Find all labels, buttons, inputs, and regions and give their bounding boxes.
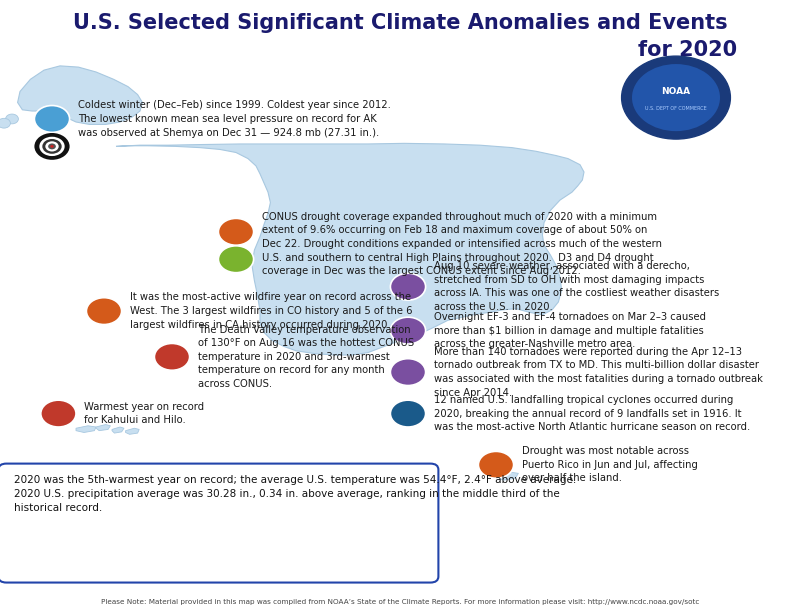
FancyBboxPatch shape xyxy=(0,464,438,583)
Circle shape xyxy=(390,273,426,300)
Circle shape xyxy=(478,451,514,478)
Circle shape xyxy=(39,137,65,156)
Circle shape xyxy=(218,246,254,273)
Circle shape xyxy=(6,114,18,124)
Polygon shape xyxy=(112,427,124,433)
Circle shape xyxy=(86,298,122,325)
Polygon shape xyxy=(18,66,142,124)
Circle shape xyxy=(390,400,426,427)
Circle shape xyxy=(42,139,62,154)
Text: CONUS drought coverage expanded throughout much of 2020 with a minimum
extent of: CONUS drought coverage expanded througho… xyxy=(262,212,662,276)
Circle shape xyxy=(618,54,734,142)
Circle shape xyxy=(50,145,54,148)
Text: More than 140 tornadoes were reported during the Apr 12–13
tornado outbreak from: More than 140 tornadoes were reported du… xyxy=(434,346,763,398)
Text: Aug 10 severe weather, associated with a derecho,
stretched from SD to OH with m: Aug 10 severe weather, associated with a… xyxy=(434,261,720,312)
Circle shape xyxy=(622,56,730,139)
Text: Please Note: Material provided in this map was compiled from NOAA’s State of the: Please Note: Material provided in this m… xyxy=(101,599,699,605)
Circle shape xyxy=(46,142,58,151)
Circle shape xyxy=(48,143,56,149)
Circle shape xyxy=(154,343,190,370)
Text: 2020 was the 5th-warmest year on record; the average U.S. temperature was 54.4°F: 2020 was the 5th-warmest year on record;… xyxy=(14,475,577,512)
Circle shape xyxy=(34,133,70,160)
Circle shape xyxy=(632,64,720,131)
Text: It was the most-active wildfire year on record across the
West. The 3 largest wi: It was the most-active wildfire year on … xyxy=(130,293,413,329)
Text: NOAA: NOAA xyxy=(662,87,690,96)
Text: Overnight EF-3 and EF-4 tornadoes on Mar 2–3 caused
more than $1 billion in dama: Overnight EF-3 and EF-4 tornadoes on Mar… xyxy=(434,312,706,349)
Circle shape xyxy=(0,118,10,128)
Polygon shape xyxy=(96,425,110,431)
Circle shape xyxy=(390,317,426,344)
Circle shape xyxy=(390,359,426,386)
Text: The Death Valley temperature observation
of 130°F on Aug 16 was the hottest CONU: The Death Valley temperature observation… xyxy=(198,325,414,389)
Text: Coldest winter (Dec–Feb) since 1999. Coldest year since 2012.
The lowest known m: Coldest winter (Dec–Feb) since 1999. Col… xyxy=(78,101,391,137)
Circle shape xyxy=(41,400,76,427)
Polygon shape xyxy=(494,472,518,480)
Text: Warmest year on record
for Kahului and Hilo.: Warmest year on record for Kahului and H… xyxy=(84,402,204,425)
Text: Drought was most notable across
Puerto Rico in Jun and Jul, affecting
over half : Drought was most notable across Puerto R… xyxy=(522,447,698,483)
Circle shape xyxy=(218,218,254,245)
Polygon shape xyxy=(126,428,139,434)
Polygon shape xyxy=(76,426,96,432)
Text: 12 named U.S. landfalling tropical cyclones occurred during
2020, breaking the a: 12 named U.S. landfalling tropical cyclo… xyxy=(434,395,750,432)
Text: for 2020: for 2020 xyxy=(638,40,738,60)
Circle shape xyxy=(34,106,70,132)
Polygon shape xyxy=(116,143,584,355)
Text: U.S. Selected Significant Climate Anomalies and Events: U.S. Selected Significant Climate Anomal… xyxy=(73,13,727,34)
Text: U.S. DEPT OF COMMERCE: U.S. DEPT OF COMMERCE xyxy=(645,106,707,111)
